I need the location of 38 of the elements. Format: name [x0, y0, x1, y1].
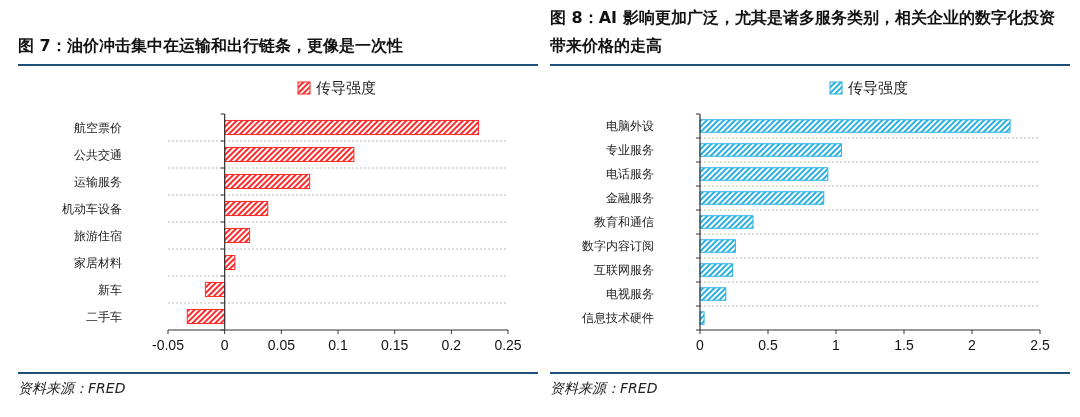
y-tick-label: 互联网服务	[594, 263, 654, 277]
x-tick-label: 0.5	[758, 337, 778, 353]
x-tick-label: 1	[832, 337, 841, 353]
y-tick-label: 旅游住宿	[74, 228, 122, 243]
y-tick-label: 电脑外设	[606, 119, 654, 133]
y-tick-label: 专业服务	[606, 143, 654, 157]
x-tick-label: 0.1	[328, 337, 348, 353]
y-tick-label: 电话服务	[606, 167, 654, 181]
x-tick-label: 0	[696, 337, 705, 353]
y-tick-label: 公共交通	[74, 147, 122, 162]
text: 资料来源：FRED	[550, 372, 1070, 398]
x-tick-label: 0.15	[381, 337, 409, 353]
x-tick-label: -0.05	[152, 337, 185, 353]
y-tick-label: 航空票价	[74, 120, 122, 135]
y-tick-label: 运输服务	[74, 174, 122, 189]
text: 资料来源：FRED	[18, 372, 538, 398]
y-tick-label: 电视服务	[606, 287, 654, 301]
series-label: 传导强度	[316, 79, 376, 97]
chart-title: 图 8：AI 影响更加广泛，尤其是诸多服务类别，相关企业的数字化投资带来价格的走高	[550, 0, 1070, 66]
x-tick-label: 1.5	[894, 337, 914, 353]
x-tick-label: 0.25	[494, 337, 522, 353]
y-tick-label: 二手车	[86, 309, 122, 324]
x-tick-label: 0.05	[267, 337, 296, 353]
y-tick-label: 教育和通信	[594, 215, 654, 229]
y-tick-label: 信息技术硬件	[582, 311, 654, 325]
x-tick-label: 2.5	[1030, 337, 1050, 353]
legend: 传导强度	[829, 79, 908, 97]
y-tick-label: 数字内容订阅	[582, 239, 654, 253]
legend: 传导强度	[297, 79, 376, 97]
y-tick-label: 金融服务	[606, 191, 654, 205]
x-tick-label: 2	[968, 337, 977, 353]
chart-title: 图 7：油价冲击集中在运输和出行链条，更像是一次性	[18, 0, 538, 66]
y-tick-label: 新车	[98, 282, 122, 297]
y-tick-label: 家居材料	[74, 255, 122, 270]
x-tick-label: 0	[220, 337, 229, 353]
series-label: 传导强度	[848, 79, 908, 97]
x-tick-label: 0.2	[441, 337, 462, 353]
y-tick-label: 机动车设备	[62, 201, 122, 216]
